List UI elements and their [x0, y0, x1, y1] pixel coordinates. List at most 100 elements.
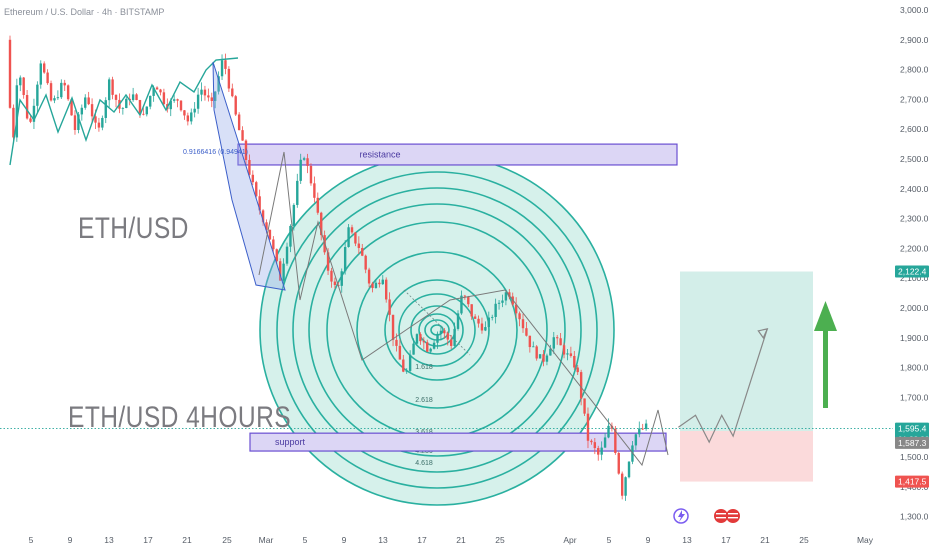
x-tick-label: 9 [342, 535, 347, 545]
candle-body [244, 140, 248, 160]
candle-body [193, 108, 196, 113]
fib-axis-line [403, 289, 471, 356]
candle-body [487, 317, 490, 328]
candle-body [186, 115, 190, 122]
candle-body [313, 183, 316, 198]
support-label: support [275, 437, 306, 447]
stop-zone [680, 430, 813, 482]
y-tick-label: 2,100.0 [900, 273, 929, 283]
y-tick-label: 2,400.0 [900, 184, 929, 194]
candle-body [566, 353, 569, 355]
candle-body [138, 100, 142, 114]
candle-body [63, 82, 66, 86]
y-tick-label: 2,200.0 [900, 243, 929, 253]
candle-body [152, 87, 155, 96]
flag-stripe [728, 517, 738, 519]
candle-body [367, 269, 371, 284]
event-icons[interactable] [673, 508, 740, 524]
candle-body [43, 63, 46, 73]
y-tick-label: 1,700.0 [900, 392, 929, 402]
candle-body [214, 91, 217, 101]
y-tick-label: 2,500.0 [900, 154, 929, 164]
candle-body [131, 94, 135, 101]
candle-body [494, 303, 497, 317]
candle-body [364, 255, 367, 270]
ma-line [9, 57, 239, 166]
symbol-header[interactable]: Ethereum / U.S. Dollar · 4h · BITSTAMP [4, 7, 165, 17]
candle-body [620, 473, 624, 496]
entry-tag-bg [895, 436, 929, 449]
candle-body [456, 313, 460, 329]
y-tick-label: 2,900.0 [900, 35, 929, 45]
entry-tag-text: 1,587.3 [898, 438, 927, 448]
y-tick-label: 2,300.0 [900, 214, 929, 224]
candle-body [385, 279, 388, 300]
candle-body [162, 92, 166, 105]
candle-body [579, 372, 583, 399]
candle-body [94, 116, 97, 123]
candle-body [258, 196, 261, 211]
candle-body [275, 249, 278, 262]
candle-body [638, 428, 641, 435]
fib-circle [292, 187, 582, 473]
candle-body [60, 82, 63, 98]
candle-body [49, 83, 53, 101]
candle-body [538, 354, 542, 359]
candle-body [402, 359, 405, 372]
candle-body [398, 345, 402, 360]
candle-body [292, 204, 296, 226]
candle-body [53, 98, 56, 101]
candle-body [87, 97, 90, 105]
candle-body [371, 283, 374, 289]
candle-body [497, 302, 501, 304]
candle-body [73, 115, 77, 130]
us-flag-icon [714, 509, 728, 523]
x-tick-label: 21 [182, 535, 192, 545]
title-main: ETH/USD [78, 212, 189, 245]
candle-body [224, 60, 227, 69]
candle-body [607, 425, 610, 438]
candle-body [145, 106, 148, 115]
candle-body [350, 227, 354, 233]
candle-body [289, 225, 292, 247]
candle-body [484, 327, 487, 331]
candle-body [155, 87, 159, 90]
y-tick-label: 2,000.0 [900, 303, 929, 313]
y-tick-label: 1,900.0 [900, 333, 929, 343]
candle-body [340, 271, 343, 286]
candle-body [562, 345, 566, 355]
fib-circle [398, 293, 476, 367]
x-tick-label: 21 [456, 535, 466, 545]
candle-body [603, 437, 607, 448]
x-tick-label: 13 [682, 535, 692, 545]
candle-body [388, 299, 391, 315]
candle-body [159, 89, 162, 93]
candle-body [326, 252, 330, 271]
green-arrow-shaft [823, 330, 828, 408]
candle-body [374, 282, 378, 289]
fib-circle [410, 305, 464, 355]
candle-body [419, 334, 422, 342]
y-tick-label: 2,800.0 [900, 65, 929, 75]
candle-body [627, 461, 631, 478]
x-axis[interactable]: 5 9 13 17 21 25 Mar 5 9 13 17 21 25 Apr 5 9 13 17 21 25 May [29, 535, 874, 545]
support-zone [249, 432, 667, 452]
target-zone [680, 271, 813, 431]
candle-body [415, 334, 419, 344]
x-tick-label: 21 [760, 535, 770, 545]
candle-body [90, 104, 94, 117]
candle-body [559, 338, 562, 346]
candle-body [521, 319, 525, 329]
fib-circle [356, 251, 518, 409]
candle-body [432, 342, 436, 349]
candle-body [491, 316, 494, 318]
candle-body [234, 96, 237, 115]
candle-body [265, 222, 268, 230]
candle-body [644, 423, 648, 429]
candle-body [302, 158, 306, 160]
flag-stripe [716, 517, 726, 519]
candle-body [231, 88, 234, 97]
candle-body [135, 94, 138, 101]
candle-body [357, 243, 361, 248]
